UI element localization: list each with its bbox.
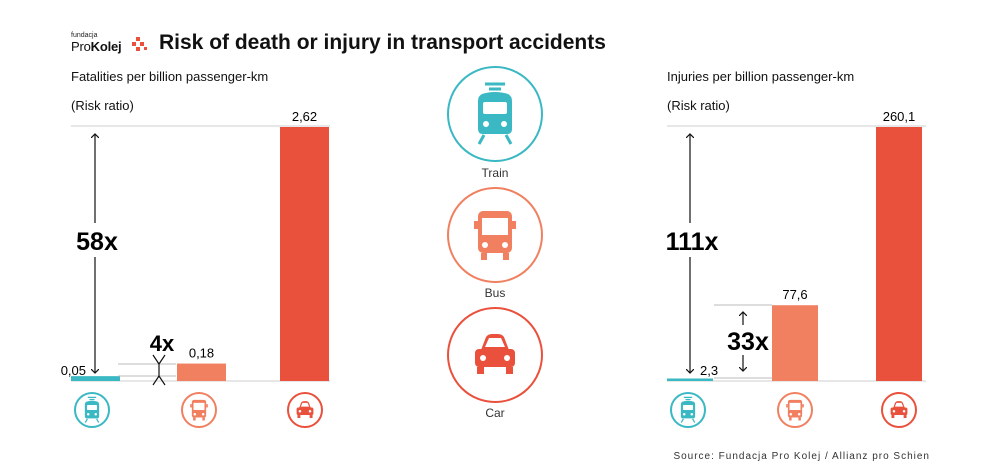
right-bar-bus bbox=[772, 305, 818, 381]
left-chart: 0,05 0,18 2,62 58x 4x bbox=[61, 109, 330, 428]
right-chart-title: Injuries per billion passenger-km bbox=[667, 69, 855, 84]
left-ratio-label-large: 58x bbox=[76, 228, 118, 256]
right-bus-badge bbox=[777, 392, 813, 428]
right-ratio-label-small: 33x bbox=[727, 328, 769, 356]
left-ratio-bg bbox=[70, 223, 122, 257]
right-bar-train bbox=[667, 378, 713, 381]
logo-pro-text: Pro bbox=[71, 39, 91, 54]
left-bar-bus bbox=[177, 363, 226, 381]
left-value-label-bus: 0,18 bbox=[189, 346, 214, 361]
middle-mode-icons bbox=[447, 66, 543, 403]
right-car-badge bbox=[881, 392, 917, 428]
source-note: Source: Fundacja Pro Kolej / Allianz pro… bbox=[673, 451, 930, 462]
right-value-label-car: 260,1 bbox=[883, 109, 916, 124]
logo-kolej-text: Kolej bbox=[90, 39, 122, 54]
left-bus-badge bbox=[181, 392, 217, 428]
right-ratio-bg bbox=[663, 223, 725, 257]
left-chart-subtitle: (Risk ratio) bbox=[71, 98, 134, 113]
mode-label-bus: Bus bbox=[484, 286, 506, 300]
left-ratio-arrow-small bbox=[152, 354, 166, 386]
bus-badge-large bbox=[447, 187, 543, 283]
mode-label-train: Train bbox=[481, 166, 509, 180]
car-icon bbox=[475, 334, 515, 374]
left-train-badge bbox=[74, 392, 110, 428]
logo: ProKolej bbox=[71, 39, 122, 54]
left-chart-title: Fatalities per billion passenger-km bbox=[71, 69, 269, 84]
left-value-label-train: 0,05 bbox=[61, 363, 86, 378]
right-chart: 2,3 77,6 260,1 111x 33x bbox=[663, 109, 926, 428]
train-icon bbox=[680, 396, 696, 423]
car-icon bbox=[296, 401, 314, 418]
car-icon bbox=[890, 401, 908, 418]
left-car-badge bbox=[287, 392, 323, 428]
left-ratio-label-small: 4x bbox=[150, 331, 175, 356]
right-value-label-train: 2,3 bbox=[700, 363, 718, 378]
mode-label-car: Car bbox=[485, 406, 505, 420]
logo-dots-icon bbox=[132, 37, 147, 51]
bus-icon bbox=[474, 211, 516, 260]
train-badge-large bbox=[447, 66, 543, 162]
car-badge-large bbox=[447, 307, 543, 403]
right-train-badge bbox=[670, 392, 706, 428]
bus-icon bbox=[190, 399, 208, 421]
left-bar-train bbox=[71, 376, 120, 381]
right-ratio-small-bg bbox=[725, 325, 771, 355]
page-title: Risk of death or injury in transport acc… bbox=[159, 31, 606, 54]
left-value-label-car: 2,62 bbox=[292, 109, 317, 124]
train-icon bbox=[477, 82, 513, 145]
train-icon bbox=[84, 396, 100, 423]
left-bar-car bbox=[280, 127, 329, 381]
logo-small-text: fundacja bbox=[71, 32, 98, 39]
right-ratio-label-large: 111x bbox=[666, 228, 719, 256]
right-bar-car bbox=[876, 127, 922, 381]
bus-icon bbox=[786, 399, 804, 421]
right-chart-subtitle: (Risk ratio) bbox=[667, 98, 730, 113]
right-value-label-bus: 77,6 bbox=[782, 287, 807, 302]
